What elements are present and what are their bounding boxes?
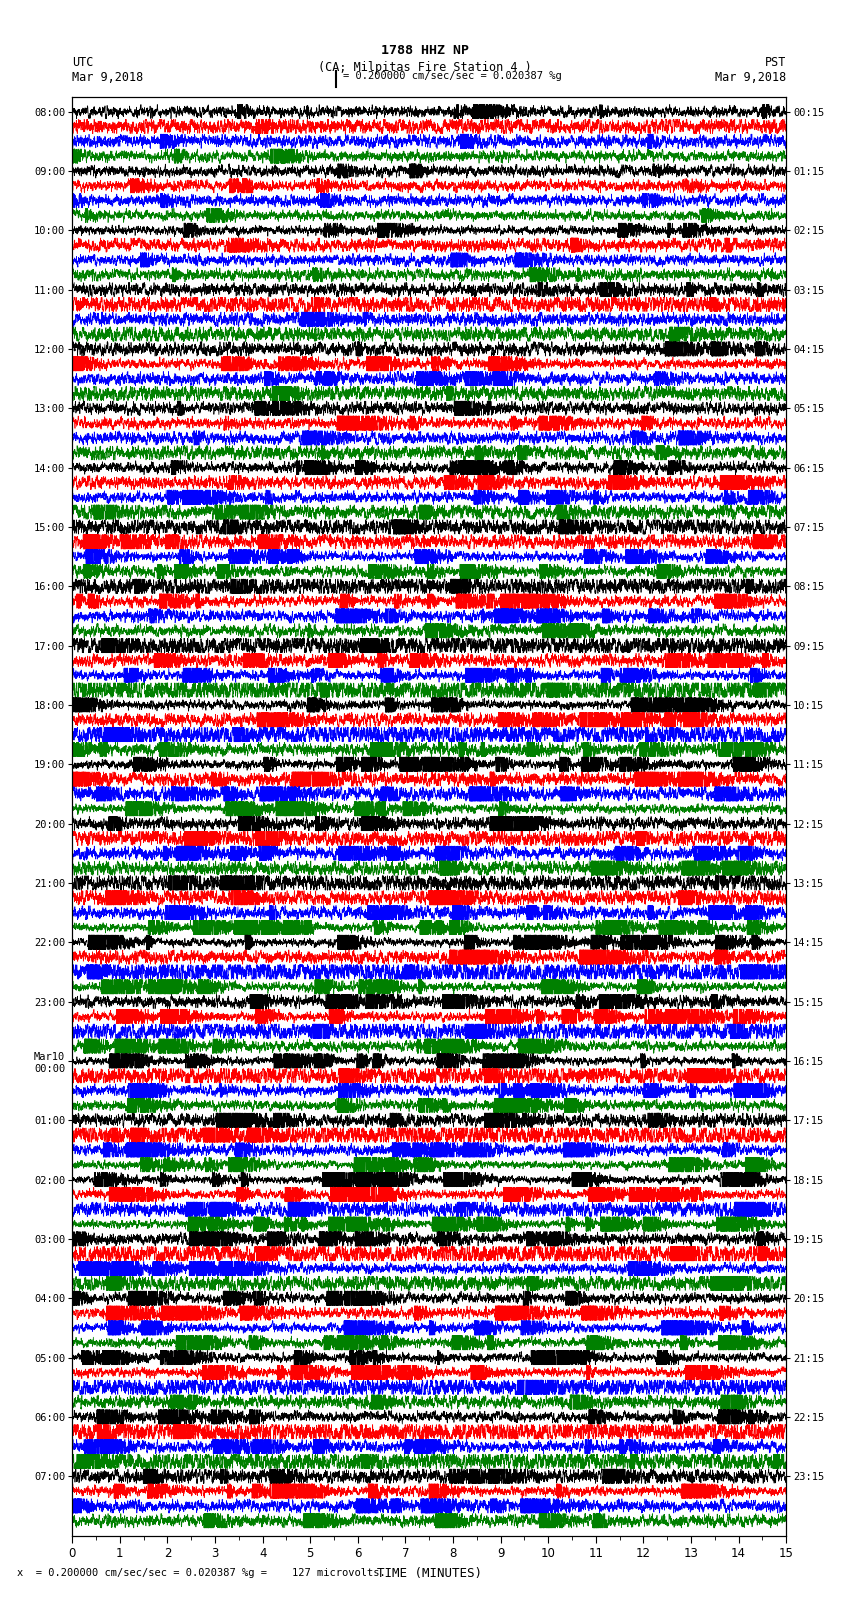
Text: Mar 9,2018: Mar 9,2018 <box>715 71 786 84</box>
Text: 1788 HHZ NP: 1788 HHZ NP <box>381 44 469 56</box>
Text: PST: PST <box>765 56 786 69</box>
X-axis label: TIME (MINUTES): TIME (MINUTES) <box>377 1566 482 1579</box>
Text: x  = 0.200000 cm/sec/sec = 0.020387 %g =    127 microvolts.: x = 0.200000 cm/sec/sec = 0.020387 %g = … <box>17 1568 386 1578</box>
Text: (CA; Milpitas Fire Station 4 ): (CA; Milpitas Fire Station 4 ) <box>318 61 532 74</box>
Text: Mar 9,2018: Mar 9,2018 <box>72 71 144 84</box>
Text: = 0.200000 cm/sec/sec = 0.020387 %g: = 0.200000 cm/sec/sec = 0.020387 %g <box>343 71 561 81</box>
Text: UTC: UTC <box>72 56 94 69</box>
